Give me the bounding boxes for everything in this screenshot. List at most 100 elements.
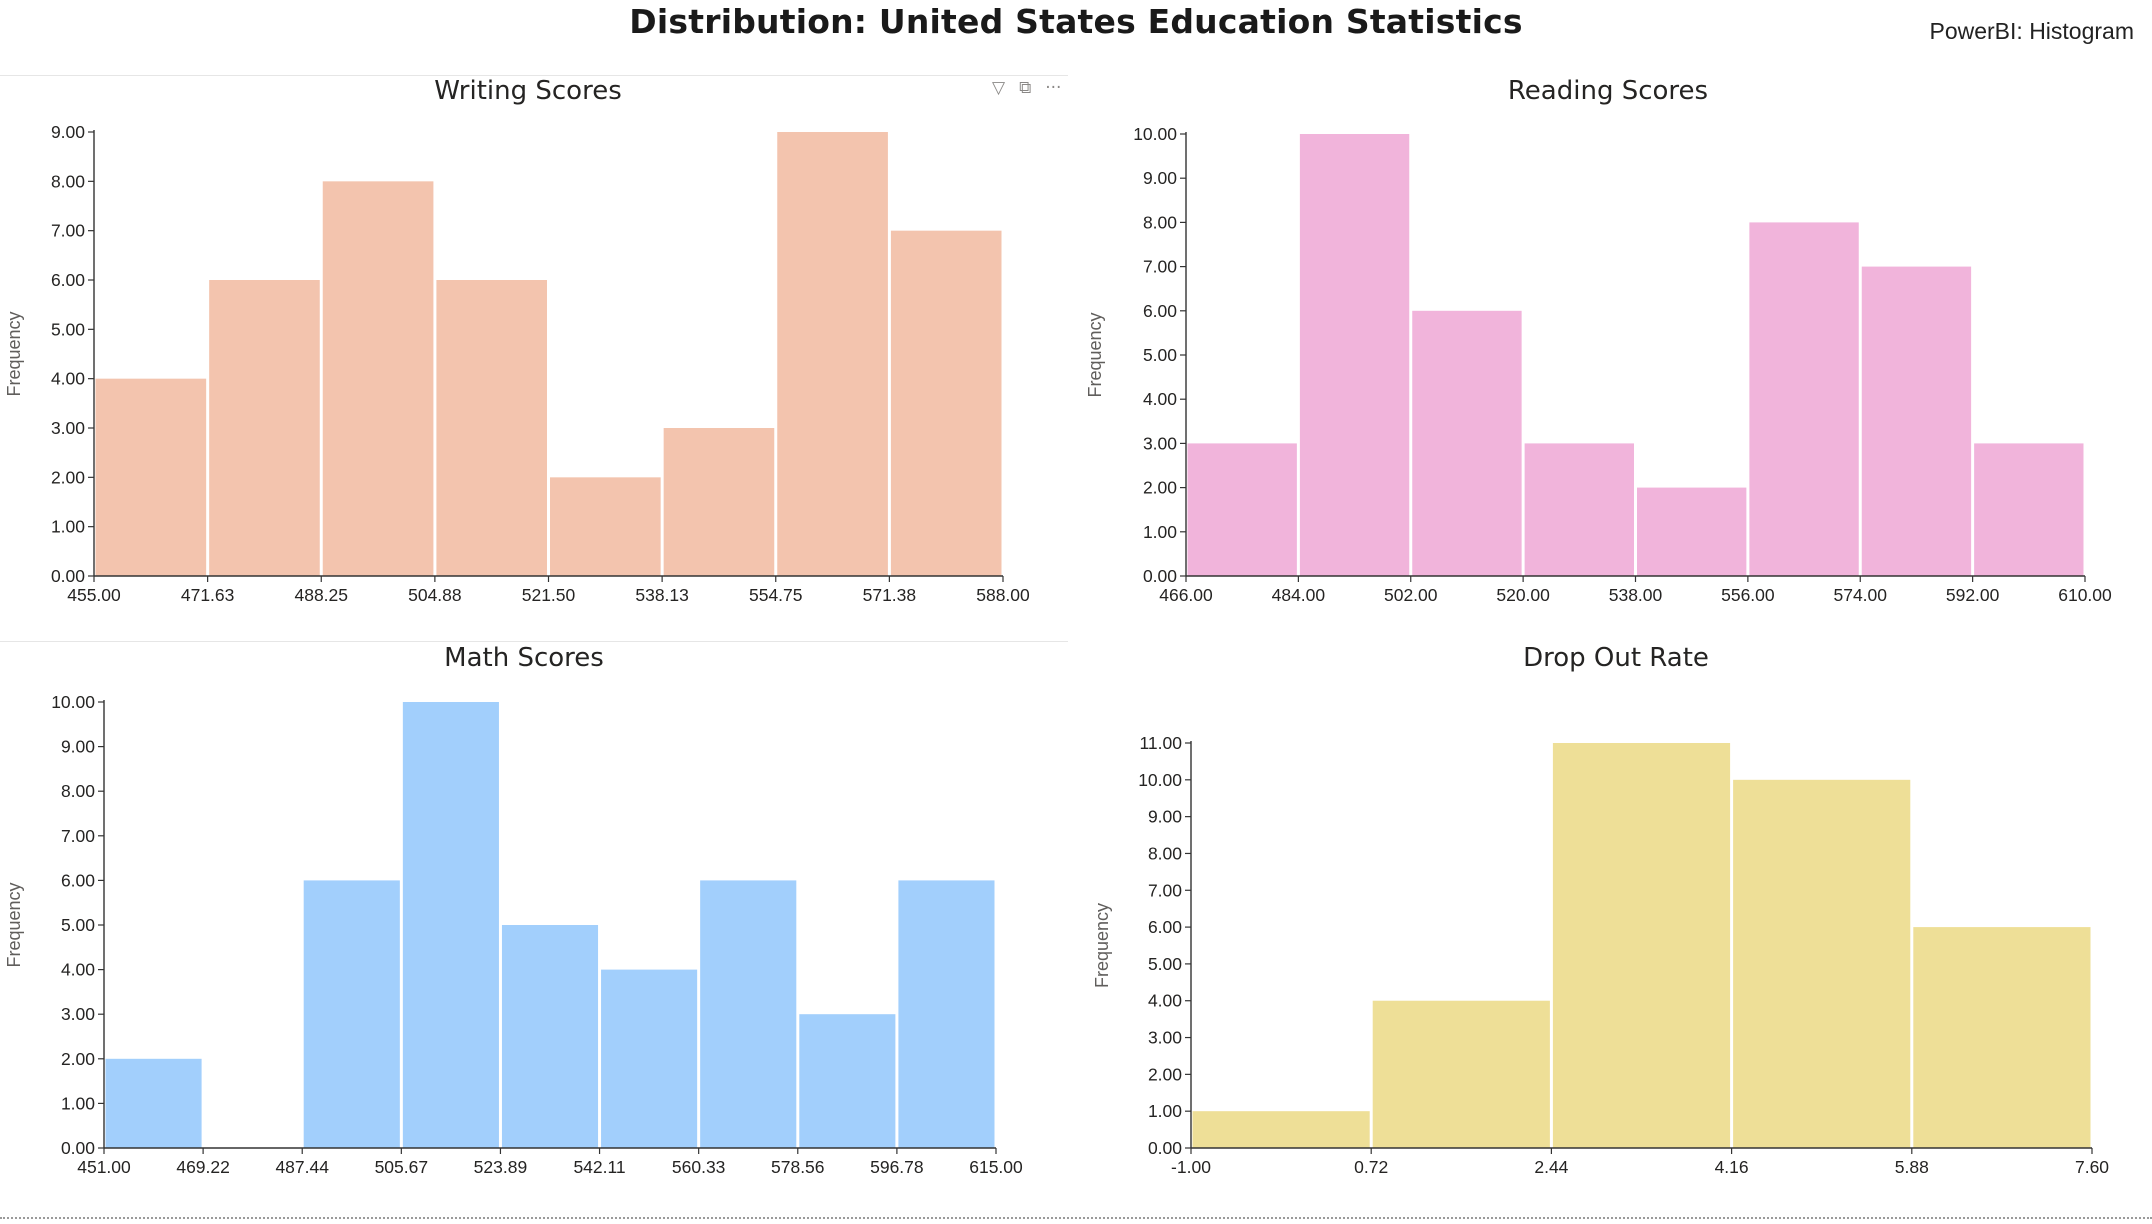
x-tick-label: 484.00 bbox=[1272, 585, 1326, 605]
x-tick-label: 505.67 bbox=[375, 1157, 429, 1177]
y-tick-label: 5.00 bbox=[61, 915, 95, 935]
x-tick-label: 7.60 bbox=[2075, 1157, 2109, 1177]
x-tick-label: 469.22 bbox=[176, 1157, 230, 1177]
y-tick-label: 8.00 bbox=[1148, 843, 1182, 863]
x-tick-label: 538.13 bbox=[635, 585, 689, 605]
histogram-bar bbox=[1372, 1000, 1550, 1148]
histogram-bar bbox=[1861, 266, 1972, 576]
math-scores-histogram: 0.00 1.00 2.00 3.00 4.00 5.00 6.00 7.00 8.00 9.00… bbox=[4, 692, 1023, 1177]
y-tick-label: 0.00 bbox=[1148, 1138, 1182, 1158]
x-tick-label: 596.78 bbox=[870, 1157, 924, 1177]
histogram-bar bbox=[1733, 779, 1911, 1148]
chart-title: Writing Scores bbox=[434, 76, 622, 106]
math-scores-visual[interactable]: Math Scores 0.00 1.00 2.00 3.00 4.00 5.00 6.00… bbox=[0, 641, 1070, 1201]
y-tick-label: 1.00 bbox=[1148, 1101, 1182, 1121]
y-tick-label: 8.00 bbox=[51, 171, 85, 191]
x-tick-label: 488.25 bbox=[294, 585, 348, 605]
top-divider bbox=[0, 75, 1068, 76]
y-tick-label: 6.00 bbox=[51, 270, 85, 290]
x-tick-label: 542.11 bbox=[573, 1157, 625, 1177]
histogram-bar bbox=[898, 880, 995, 1148]
y-tick-label: 0.00 bbox=[51, 566, 85, 586]
y-tick-label: 5.00 bbox=[1143, 345, 1177, 365]
x-tick-label: 504.88 bbox=[408, 585, 462, 605]
histogram-bar bbox=[322, 181, 434, 576]
y-axis-label: Frequency bbox=[1085, 312, 1105, 397]
histogram-bar bbox=[303, 880, 400, 1148]
histogram-bar bbox=[550, 477, 661, 576]
histogram-bar bbox=[1749, 222, 1859, 576]
y-tick-label: 6.00 bbox=[1148, 917, 1182, 937]
histogram-bar bbox=[1192, 1111, 1370, 1148]
x-tick-label: 571.38 bbox=[863, 585, 917, 605]
x-tick-label: 554.75 bbox=[749, 585, 803, 605]
y-tick-label: 7.00 bbox=[1148, 880, 1182, 900]
histogram-bar bbox=[663, 428, 775, 576]
y-tick-label: 9.00 bbox=[1143, 168, 1177, 188]
x-tick-label: 4.16 bbox=[1715, 1157, 1749, 1177]
histogram-bar bbox=[1552, 743, 1731, 1148]
reading-scores-visual[interactable]: Reading Scores 0.00 1.00 2.00 3.00 4.00 5.00 6… bbox=[1080, 74, 2152, 634]
x-tick-label: 615.00 bbox=[969, 1157, 1023, 1177]
page-title: Distribution: United States Education St… bbox=[629, 2, 1523, 41]
y-tick-label: 7.00 bbox=[1143, 257, 1177, 277]
brand-label: PowerBI: Histogram bbox=[1929, 18, 2134, 44]
y-tick-label: 2.00 bbox=[61, 1049, 95, 1069]
y-tick-label: 8.00 bbox=[61, 781, 95, 801]
x-tick-label: 5.88 bbox=[1895, 1157, 1929, 1177]
y-tick-label: 1.00 bbox=[51, 517, 85, 537]
y-tick-label: 0.00 bbox=[1143, 566, 1177, 586]
x-tick-label: 0.72 bbox=[1354, 1157, 1388, 1177]
y-tick-label: 2.00 bbox=[1143, 478, 1177, 498]
drop-out-rate-visual[interactable]: Drop Out Rate 0.00 1.00 2.00 3.00 4.00 5.00 6.… bbox=[1080, 641, 2152, 1201]
y-tick-label: 10.00 bbox=[51, 692, 95, 712]
histogram-bar bbox=[1524, 443, 1634, 576]
y-tick-label: 7.00 bbox=[51, 221, 85, 241]
histogram-bar bbox=[1974, 443, 2084, 576]
x-tick-label: 578.56 bbox=[771, 1157, 825, 1177]
x-tick-label: 592.00 bbox=[1946, 585, 2000, 605]
y-tick-label: 8.00 bbox=[1143, 212, 1177, 232]
x-tick-label: -1.00 bbox=[1171, 1157, 1211, 1177]
reading-scores-histogram: 0.00 1.00 2.00 3.00 4.00 5.00 6.00 7.00 8.00 9.00… bbox=[1085, 124, 2112, 605]
histogram-bar bbox=[402, 702, 499, 1148]
y-tick-label: 1.00 bbox=[1143, 522, 1177, 542]
histogram-bar bbox=[95, 378, 207, 576]
histogram-bar bbox=[777, 132, 888, 576]
x-tick-label: 588.00 bbox=[976, 585, 1030, 605]
y-tick-label: 5.00 bbox=[51, 319, 85, 339]
histogram-bar bbox=[1299, 134, 1410, 576]
y-axis-label: Frequency bbox=[1092, 903, 1112, 988]
chart-title: Math Scores bbox=[444, 643, 604, 673]
x-tick-label: 560.33 bbox=[672, 1157, 726, 1177]
y-tick-label: 4.00 bbox=[1143, 389, 1177, 409]
y-tick-label: 2.00 bbox=[1148, 1064, 1182, 1084]
y-tick-label: 4.00 bbox=[1148, 991, 1182, 1011]
histogram-bar bbox=[601, 969, 698, 1148]
histogram-bar bbox=[1913, 927, 2091, 1148]
writing-scores-visual[interactable]: Writing Scores ▽ ⧉ ··· 0.00 1.00 2.00 3.00 4… bbox=[0, 74, 1070, 634]
visual-header-icons: ▽ ⧉ ··· bbox=[992, 78, 1061, 98]
x-tick-label: 521.50 bbox=[522, 585, 576, 605]
y-axis-label: Frequency bbox=[4, 311, 24, 396]
histogram-bar bbox=[209, 280, 320, 576]
chart-title: Drop Out Rate bbox=[1523, 643, 1709, 673]
y-tick-label: 9.00 bbox=[51, 122, 85, 142]
filter-icon[interactable]: ▽ bbox=[992, 78, 1006, 98]
y-tick-label: 3.00 bbox=[61, 1004, 95, 1024]
y-tick-label: 6.00 bbox=[1143, 301, 1177, 321]
focus-mode-icon[interactable]: ⧉ bbox=[1019, 78, 1032, 98]
more-options-icon[interactable]: ··· bbox=[1045, 78, 1062, 98]
drop-out-rate-histogram: 0.00 1.00 2.00 3.00 4.00 5.00 6.00 7.00 8.00 9.00… bbox=[1092, 733, 2109, 1177]
x-tick-label: 574.00 bbox=[1833, 585, 1887, 605]
y-tick-label: 5.00 bbox=[1148, 954, 1182, 974]
y-tick-label: 10.00 bbox=[1133, 124, 1177, 144]
chart-title: Reading Scores bbox=[1507, 76, 1709, 106]
y-tick-label: 3.00 bbox=[1148, 1028, 1182, 1048]
x-tick-label: 538.00 bbox=[1609, 585, 1663, 605]
histogram-bar bbox=[1412, 310, 1522, 576]
x-tick-label: 466.00 bbox=[1159, 585, 1213, 605]
y-tick-label: 4.00 bbox=[51, 369, 85, 389]
y-tick-label: 11.00 bbox=[1140, 733, 1183, 753]
y-tick-label: 10.00 bbox=[1138, 770, 1182, 790]
